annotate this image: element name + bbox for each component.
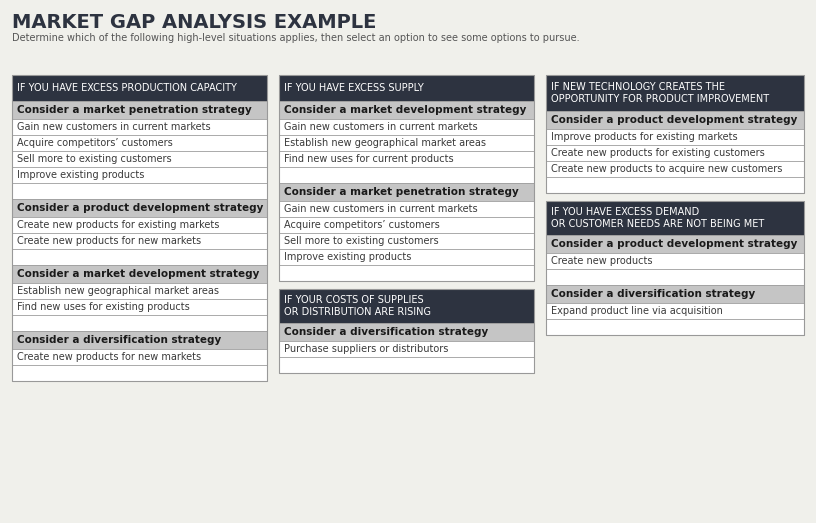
Bar — [279, 101, 534, 119]
Bar — [279, 289, 534, 323]
Text: IF NEW TECHNOLOGY CREATES THE
OPPORTUNITY FOR PRODUCT IMPROVEMENT: IF NEW TECHNOLOGY CREATES THE OPPORTUNIT… — [551, 82, 769, 104]
Bar — [546, 285, 804, 303]
Bar — [12, 265, 267, 283]
Text: Acquire competitors’ customers: Acquire competitors’ customers — [284, 220, 440, 230]
Bar — [12, 199, 267, 217]
Text: Find new uses for current products: Find new uses for current products — [284, 154, 454, 164]
Bar — [546, 201, 804, 335]
Bar — [12, 249, 267, 265]
Text: Establish new geographical market areas: Establish new geographical market areas — [284, 138, 486, 148]
Text: Gain new customers in current markets: Gain new customers in current markets — [284, 204, 477, 214]
Bar — [546, 319, 804, 335]
Text: IF YOUR COSTS OF SUPPLIES
OR DISTRIBUTION ARE RISING: IF YOUR COSTS OF SUPPLIES OR DISTRIBUTIO… — [284, 295, 431, 317]
Bar — [279, 323, 534, 341]
Text: MARKET GAP ANALYSIS EXAMPLE: MARKET GAP ANALYSIS EXAMPLE — [12, 13, 376, 32]
Text: Improve products for existing markets: Improve products for existing markets — [551, 132, 738, 142]
Text: Establish new geographical market areas: Establish new geographical market areas — [17, 286, 219, 296]
Bar — [12, 217, 267, 233]
Text: IF YOU HAVE EXCESS SUPPLY: IF YOU HAVE EXCESS SUPPLY — [284, 83, 424, 93]
Text: IF YOU HAVE EXCESS DEMAND
OR CUSTOMER NEEDS ARE NOT BEING MET: IF YOU HAVE EXCESS DEMAND OR CUSTOMER NE… — [551, 207, 765, 229]
Text: IF YOU HAVE EXCESS PRODUCTION CAPACITY: IF YOU HAVE EXCESS PRODUCTION CAPACITY — [17, 83, 237, 93]
Text: Create new products for existing markets: Create new products for existing markets — [17, 220, 220, 230]
Text: Purchase suppliers or distributors: Purchase suppliers or distributors — [284, 344, 448, 354]
Text: Determine which of the following high-level situations applies, then select an o: Determine which of the following high-le… — [12, 33, 579, 43]
Bar — [12, 75, 267, 101]
Bar — [12, 299, 267, 315]
Bar — [12, 101, 267, 119]
Text: Create new products for existing customers: Create new products for existing custome… — [551, 148, 765, 158]
Text: Consider a diversification strategy: Consider a diversification strategy — [284, 327, 488, 337]
Bar — [12, 167, 267, 183]
Bar — [546, 201, 804, 235]
Text: Create new products: Create new products — [551, 256, 653, 266]
Bar — [546, 75, 804, 111]
Text: Improve existing products: Improve existing products — [17, 170, 144, 180]
Text: Consider a diversification strategy: Consider a diversification strategy — [551, 289, 756, 299]
Bar — [279, 233, 534, 249]
Bar — [279, 201, 534, 217]
Text: Expand product line via acquisition: Expand product line via acquisition — [551, 306, 723, 316]
Bar — [279, 75, 534, 281]
Bar — [546, 145, 804, 161]
Text: Gain new customers in current markets: Gain new customers in current markets — [17, 122, 211, 132]
Bar — [279, 265, 534, 281]
Bar — [12, 315, 267, 331]
Bar — [546, 161, 804, 177]
Text: Consider a diversification strategy: Consider a diversification strategy — [17, 335, 221, 345]
Bar — [546, 253, 804, 269]
Bar — [279, 217, 534, 233]
Text: Consider a product development strategy: Consider a product development strategy — [17, 203, 264, 213]
Bar — [12, 233, 267, 249]
Bar — [279, 289, 534, 373]
Bar — [12, 283, 267, 299]
Text: Consider a market development strategy: Consider a market development strategy — [284, 105, 526, 115]
Bar — [546, 235, 804, 253]
Bar — [12, 135, 267, 151]
Bar — [279, 75, 534, 101]
Bar — [12, 119, 267, 135]
Bar — [546, 111, 804, 129]
Text: Consider a market penetration strategy: Consider a market penetration strategy — [284, 187, 519, 197]
Bar — [12, 151, 267, 167]
Bar — [12, 75, 267, 381]
Bar — [12, 349, 267, 365]
Bar — [279, 341, 534, 357]
Bar — [279, 151, 534, 167]
Bar — [279, 167, 534, 183]
Text: Create new products to acquire new customers: Create new products to acquire new custo… — [551, 164, 783, 174]
Text: Acquire competitors’ customers: Acquire competitors’ customers — [17, 138, 173, 148]
Bar — [12, 183, 267, 199]
Text: Sell more to existing customers: Sell more to existing customers — [284, 236, 439, 246]
Bar — [279, 119, 534, 135]
Text: Create new products for new markets: Create new products for new markets — [17, 352, 201, 362]
Text: Sell more to existing customers: Sell more to existing customers — [17, 154, 171, 164]
Bar — [279, 357, 534, 373]
Bar — [12, 365, 267, 381]
Bar — [279, 249, 534, 265]
Bar — [546, 129, 804, 145]
Text: Consider a product development strategy: Consider a product development strategy — [551, 115, 797, 125]
Bar — [546, 177, 804, 193]
Bar — [279, 183, 534, 201]
Text: Find new uses for existing products: Find new uses for existing products — [17, 302, 190, 312]
Text: Improve existing products: Improve existing products — [284, 252, 411, 262]
Bar — [12, 331, 267, 349]
Text: Consider a market development strategy: Consider a market development strategy — [17, 269, 259, 279]
Text: Gain new customers in current markets: Gain new customers in current markets — [284, 122, 477, 132]
Text: Consider a market penetration strategy: Consider a market penetration strategy — [17, 105, 252, 115]
Bar — [546, 303, 804, 319]
Text: Create new products for new markets: Create new products for new markets — [17, 236, 201, 246]
Bar — [546, 75, 804, 193]
Text: Consider a product development strategy: Consider a product development strategy — [551, 239, 797, 249]
Bar — [546, 269, 804, 285]
Bar — [279, 135, 534, 151]
